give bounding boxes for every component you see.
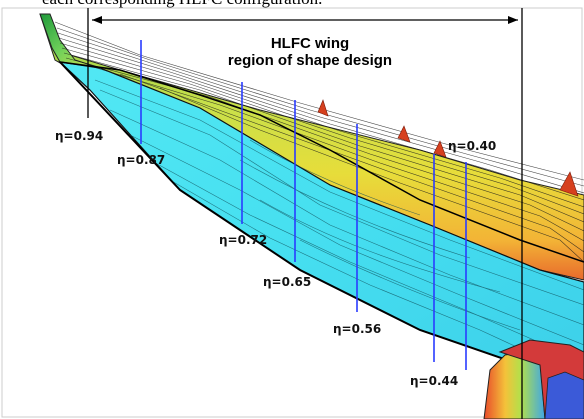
region-label-line2: region of shape design bbox=[228, 52, 392, 69]
station-label-044: η=0.44 bbox=[410, 374, 458, 388]
station-lines bbox=[140, 40, 467, 370]
region-span-arrow bbox=[92, 16, 518, 24]
station-label-087: η=0.87 bbox=[117, 153, 165, 167]
fuselage-junction bbox=[483, 339, 584, 419]
station-label-040: η=0.40 bbox=[448, 139, 496, 153]
station-label-056: η=0.56 bbox=[333, 322, 381, 336]
station-label-094: η=0.94 bbox=[55, 129, 103, 143]
station-label-065: η=0.65 bbox=[263, 275, 311, 289]
lower-contour-lines bbox=[94, 79, 584, 379]
upper-contour-lines bbox=[54, 21, 584, 263]
region-label-line1: HLFC wing bbox=[271, 35, 349, 52]
surface-spikes bbox=[317, 99, 579, 197]
station-label-072: η=0.72 bbox=[219, 233, 267, 247]
caption-text: each corresponding HLFC configuration. bbox=[42, 0, 322, 8]
